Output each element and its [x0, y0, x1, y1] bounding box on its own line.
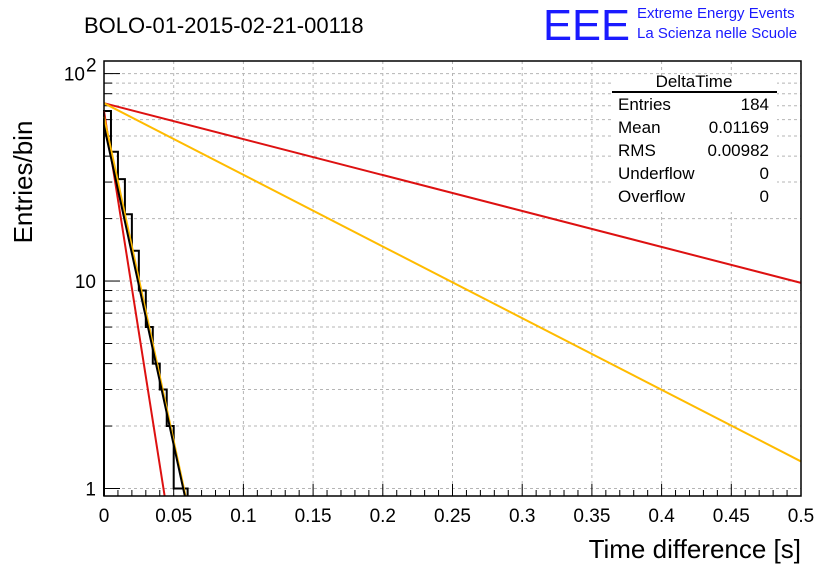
logo: EEE Extreme Energy Events La Scienza nel… [543, 1, 797, 50]
x-tick-label: 0.25 [434, 506, 471, 527]
y-tick-exponent: 2 [86, 56, 97, 77]
plot-frame [103, 60, 802, 497]
stats-value: 0 [760, 187, 769, 206]
x-tick-label: 0.05 [155, 506, 192, 527]
stats-label: Overflow [618, 187, 686, 206]
grid [103, 61, 802, 496]
x-tick-label: 0.3 [509, 506, 535, 527]
stats-value: 0.00982 [708, 141, 769, 160]
y-axis-label: Entries/bin [8, 121, 38, 244]
x-tick-label: 0.35 [573, 506, 610, 527]
y-tick-label: 10 [64, 65, 85, 86]
x-tick-label: 0.1 [230, 506, 256, 527]
chart-title: BOLO-01-2015-02-21-00118 [84, 13, 364, 38]
logo-mark: EEE [543, 1, 630, 50]
x-tick-label: 0 [99, 506, 110, 527]
stats-label: Mean [618, 118, 661, 137]
x-tick-label: 0.2 [370, 506, 396, 527]
x-tick-label: 0.4 [648, 506, 675, 527]
stats-label: RMS [618, 141, 656, 160]
fit-curve [103, 102, 802, 284]
stats-value: 0 [760, 164, 769, 183]
x-tick-label: 0.5 [788, 506, 814, 527]
histogram [103, 110, 189, 496]
y-tick-label: 1 [85, 479, 96, 500]
fit-curve [103, 125, 186, 497]
stats-label: Underflow [618, 164, 695, 183]
stats-value: 0.01169 [709, 118, 769, 137]
logo-line-1: Extreme Energy Events [637, 5, 795, 22]
stats-value: 184 [741, 95, 769, 114]
stats-box: DeltaTime Entries 184 Mean 0.01169 RMS 0.0098… [612, 72, 777, 212]
histogram-outline [103, 110, 189, 496]
x-tick-label: 0.45 [713, 506, 750, 527]
y-tick-label: 10 [75, 272, 96, 293]
fit-curves [103, 102, 802, 497]
stats-label: Entries [618, 95, 671, 114]
axis-ticks: 0 0.05 0.1 0.15 0.2 0.25 0.3 0.35 0.4 0.45 0.5 1 10 1… [64, 56, 814, 527]
logo-line-2: La Scienza nelle Scuole [637, 25, 797, 42]
stats-box-background [612, 78, 777, 212]
stats-title: DeltaTime [656, 72, 733, 91]
x-tick-label: 0.15 [295, 506, 332, 527]
fit-curve [103, 102, 802, 463]
x-axis-label: Time difference [s] [589, 534, 801, 564]
